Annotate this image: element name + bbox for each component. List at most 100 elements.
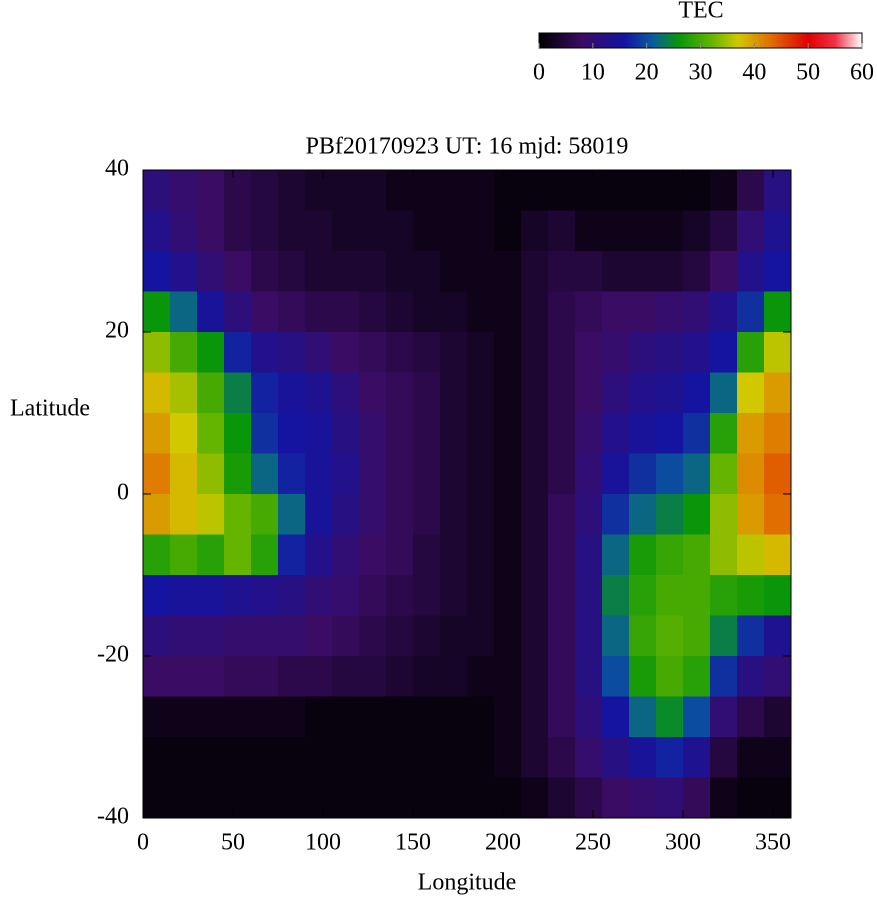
heatmap-cell xyxy=(521,453,549,495)
heatmap-cell xyxy=(548,656,576,698)
heatmap-cell xyxy=(305,291,333,333)
heatmap-cell xyxy=(413,494,441,536)
heatmap-cell xyxy=(548,372,576,414)
heatmap-cell xyxy=(737,696,765,738)
heatmap-cell xyxy=(521,656,549,698)
x-tick-label: 300 xyxy=(665,830,701,856)
heatmap-cell xyxy=(575,494,603,536)
heatmap-cell xyxy=(386,575,414,617)
heatmap-cell xyxy=(170,413,198,455)
heatmap-cell xyxy=(143,210,171,252)
heatmap-cell xyxy=(710,696,738,738)
heatmap-cell xyxy=(467,453,495,495)
heatmap-cell xyxy=(251,656,279,698)
heatmap-cell xyxy=(494,251,522,293)
x-tick-label: 0 xyxy=(137,830,149,856)
heatmap-cell xyxy=(602,251,630,293)
heatmap-cell xyxy=(251,494,279,536)
heatmap-cell xyxy=(143,494,171,536)
heatmap-cell xyxy=(575,534,603,576)
heatmap-cell xyxy=(683,615,711,657)
heatmap-cell xyxy=(278,453,306,495)
heatmap-cell xyxy=(440,372,468,414)
heatmap-cell xyxy=(656,251,684,293)
heatmap-cell xyxy=(251,170,279,212)
heatmap-cell xyxy=(251,534,279,576)
heatmap-cell xyxy=(386,291,414,333)
heatmap-cell xyxy=(494,737,522,779)
y-tick-label: -20 xyxy=(97,642,129,668)
heatmap-cell xyxy=(710,777,738,819)
heatmap-cell xyxy=(521,210,549,252)
heatmap-cell xyxy=(197,332,225,374)
heatmap-cell xyxy=(386,494,414,536)
heatmap-cell xyxy=(197,575,225,617)
heatmap-cell xyxy=(737,372,765,414)
heatmap-cell xyxy=(683,332,711,374)
heatmap-cell xyxy=(629,534,657,576)
heatmap-cell xyxy=(251,615,279,657)
heatmap-cell xyxy=(710,453,738,495)
heatmap-cell xyxy=(629,332,657,374)
heatmap-cell xyxy=(548,534,576,576)
heatmap-cell xyxy=(710,656,738,698)
heatmap-cell xyxy=(413,656,441,698)
heatmap-cell xyxy=(656,777,684,819)
heatmap-cell xyxy=(224,615,252,657)
heatmap-cell xyxy=(683,777,711,819)
x-tick-label: 350 xyxy=(755,830,791,856)
heatmap-cell xyxy=(683,251,711,293)
heatmap-cell xyxy=(575,696,603,738)
heatmap-cell xyxy=(413,696,441,738)
heatmap-cell xyxy=(683,575,711,617)
heatmap-cell xyxy=(278,210,306,252)
heatmap-cell xyxy=(521,575,549,617)
heatmap-cell xyxy=(278,777,306,819)
heatmap-cell xyxy=(602,777,630,819)
heatmap-cell xyxy=(575,575,603,617)
heatmap-cell xyxy=(602,372,630,414)
x-tick-label: 100 xyxy=(305,830,341,856)
heatmap-cell xyxy=(224,453,252,495)
heatmap-cell xyxy=(143,251,171,293)
heatmap-cell xyxy=(332,575,360,617)
heatmap-cell xyxy=(710,210,738,252)
heatmap-cell xyxy=(629,777,657,819)
heatmap-cell xyxy=(764,494,792,536)
heatmap-cell xyxy=(548,453,576,495)
heatmap-cell xyxy=(575,737,603,779)
heatmap-cell xyxy=(629,251,657,293)
heatmap-cell xyxy=(386,737,414,779)
heatmap-cell xyxy=(170,291,198,333)
heatmap-cell xyxy=(494,291,522,333)
heatmap-cell xyxy=(251,737,279,779)
heatmap-cell xyxy=(683,210,711,252)
heatmap-cell xyxy=(305,534,333,576)
heatmap-cell xyxy=(494,575,522,617)
heatmap-cell xyxy=(764,251,792,293)
heatmap-cell xyxy=(332,453,360,495)
colorbar-tick-label: 30 xyxy=(689,60,713,86)
heatmap-cell xyxy=(332,615,360,657)
heatmap-cell xyxy=(170,656,198,698)
heatmap-cell xyxy=(359,777,387,819)
heatmap-cell xyxy=(764,615,792,657)
heatmap-cell xyxy=(764,453,792,495)
heatmap-cell xyxy=(764,372,792,414)
heatmap-cell xyxy=(386,453,414,495)
heatmap-cell xyxy=(602,696,630,738)
heatmap-cell xyxy=(305,413,333,455)
heatmap-cell xyxy=(332,777,360,819)
heatmap-cell xyxy=(494,372,522,414)
x-axis-label: Longitude xyxy=(418,870,517,896)
heatmap-cell xyxy=(359,332,387,374)
heatmap-cell xyxy=(548,696,576,738)
heatmap-cell xyxy=(683,291,711,333)
heatmap-cell xyxy=(494,413,522,455)
heatmap-cell xyxy=(548,210,576,252)
heatmap-cell xyxy=(170,534,198,576)
heatmap-cell xyxy=(305,210,333,252)
heatmap-cell xyxy=(710,615,738,657)
heatmap-cell xyxy=(764,291,792,333)
